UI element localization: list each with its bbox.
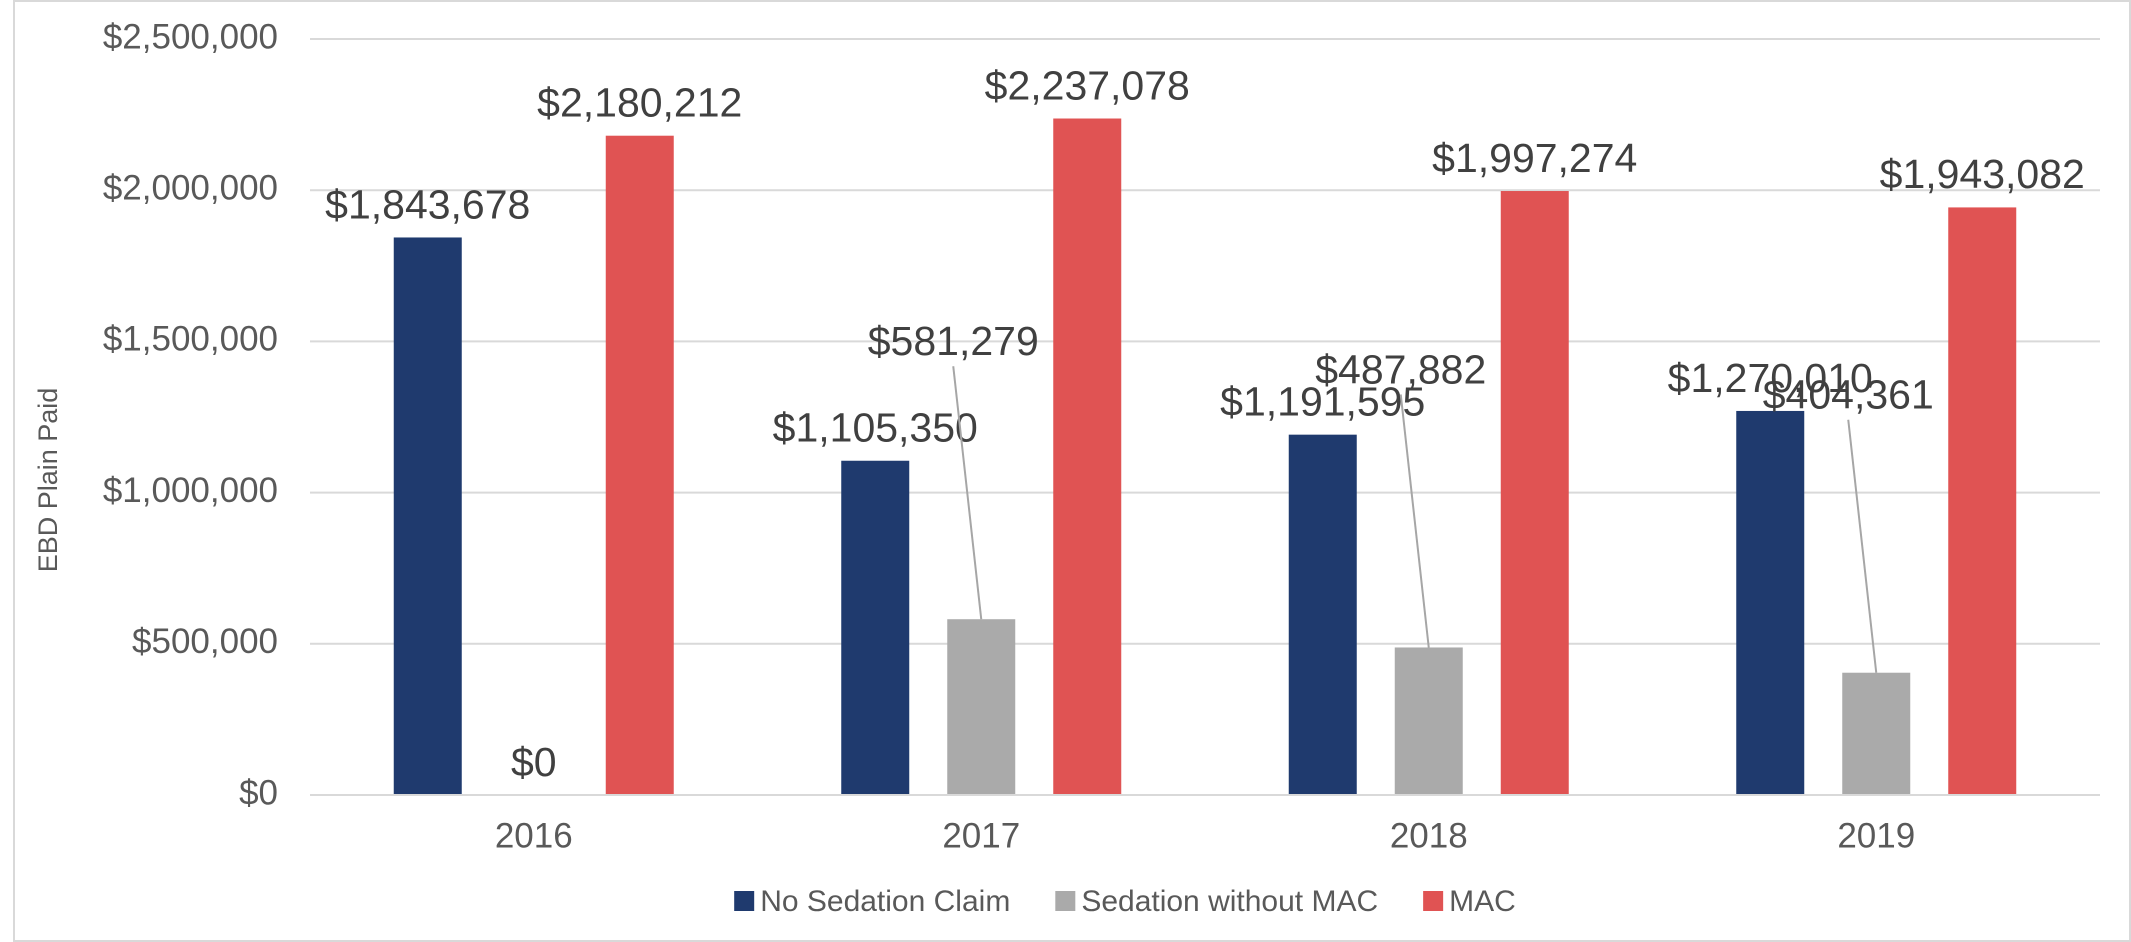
bar [1394,647,1463,795]
y-tick-label: $1,500,000 [103,320,278,359]
x-tick-label: 2019 [1837,816,1915,855]
legend-swatch [1055,891,1076,911]
data-label: $1,843,678 [325,181,530,227]
leader-line [1847,419,1878,673]
bar [1842,672,1911,795]
bar [605,135,674,796]
x-tick-label: 2016 [495,816,573,855]
leader-line [952,366,983,620]
bar [1948,207,2017,796]
data-label: $1,270,010 [1668,355,1873,401]
bar [841,460,910,795]
y-tick-label: $2,000,000 [103,168,278,207]
legend-label: MAC [1449,885,1516,918]
data-label: $1,997,274 [1432,135,1637,181]
bar [1736,410,1805,795]
bar [1053,118,1122,795]
legend-swatch [734,891,755,911]
bar [1500,191,1569,795]
bar [947,619,1016,795]
x-tick-label: 2017 [942,816,1020,855]
y-tick-label: $1,000,000 [103,471,278,510]
y-axis-title: EBD Plain Paid [33,388,63,573]
data-label: $487,882 [1315,346,1486,392]
y-tick-label: $500,000 [132,622,278,661]
data-label: $2,180,212 [537,80,742,126]
data-label: $1,105,350 [773,405,978,451]
chart-border [13,0,2131,942]
data-label: $581,279 [868,318,1039,364]
x-tick-label: 2018 [1390,816,1468,855]
legend-label: Sedation without MAC [1081,885,1378,918]
legend-swatch [1423,891,1444,911]
bar [393,237,462,795]
data-label: $1,191,595 [1220,378,1425,424]
legend-label: No Sedation Claim [760,885,1010,918]
data-label: $404,361 [1763,372,1934,418]
y-tick-label: $0 [239,773,278,812]
data-label: $1,943,082 [1880,151,2085,197]
y-tick-label: $2,500,000 [103,17,278,56]
data-label: $0 [511,739,557,785]
bar [1288,434,1357,795]
leader-line [1399,394,1430,648]
data-label: $2,237,078 [985,62,1190,108]
